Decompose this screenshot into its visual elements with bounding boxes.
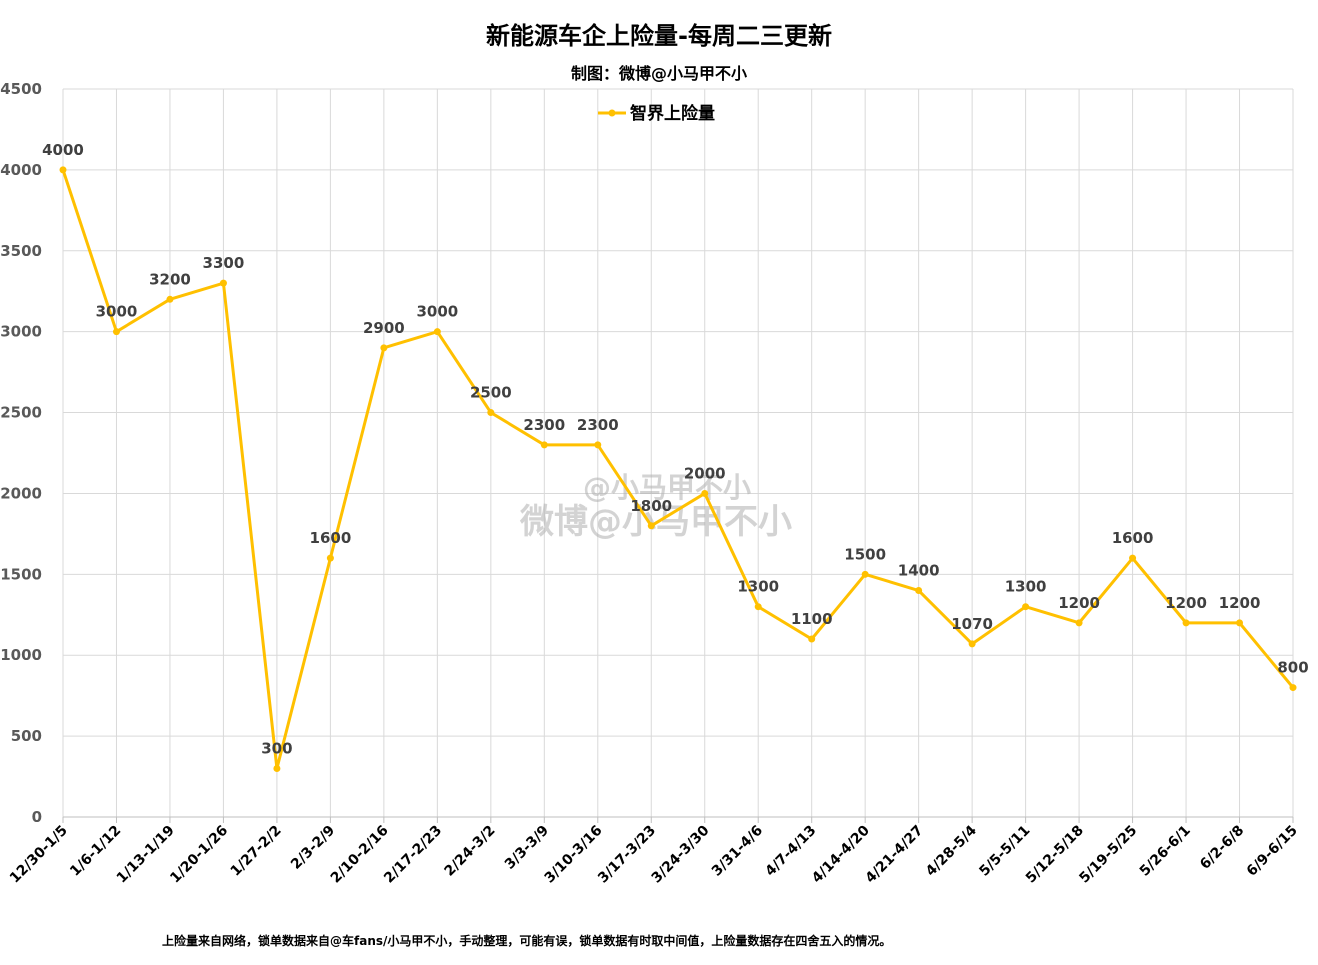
data-point [540,441,548,449]
chart-subtitle: 制图：微博@小马甲不小 [571,64,747,83]
x-tick-label: 2/24-3/2 [442,823,499,880]
grid [62,88,1294,823]
x-tick-label: 2/3-2/9 [288,823,338,873]
data-point [808,635,816,643]
data-label: 1200 [1058,594,1100,612]
data-point [433,328,441,336]
data-point [1129,554,1137,562]
x-tick-label: 4/21-4/27 [862,823,926,887]
data-label: 3000 [416,303,458,321]
data-point [59,166,67,174]
data-point [701,489,709,497]
y-tick-label: 3500 [0,242,42,260]
x-tick-label: 4/7-4/13 [762,823,819,880]
y-tick-label: 3000 [0,323,42,341]
data-point [487,409,495,417]
data-label: 300 [261,739,292,757]
y-axis: 0 500 1000 1500 2000 2500 3000 3500 4000 4500 [0,80,42,826]
data-label: 1600 [310,529,352,547]
y-tick-label: 2500 [0,404,42,422]
data-label: 2900 [363,319,405,337]
data-label: 1200 [1165,594,1207,612]
data-label: 2500 [470,384,512,402]
x-tick-label: 3/24-3/30 [649,822,713,886]
series-line [59,166,1297,772]
x-tick-label: 5/19-5/25 [1076,823,1140,887]
series-line-path [61,169,1295,770]
x-tick-label: 6/2-6/8 [1197,823,1247,873]
data-point [594,441,602,449]
data-point [915,587,923,595]
data-point [1182,619,1190,627]
x-tick-label: 1/27-2/2 [228,823,285,880]
data-label: 1500 [844,545,886,563]
data-point [1075,619,1083,627]
data-label: 1800 [630,497,672,515]
data-label: 3300 [203,254,245,272]
data-label: 1300 [737,578,779,596]
watermark: @小马甲不小 微博@小马甲不小 [519,471,792,542]
x-tick-label: 5/5-5/11 [976,823,1033,880]
data-point [1022,603,1030,611]
x-tick-label: 3/31-4/6 [709,823,766,880]
data-label: 1100 [791,610,833,628]
y-tick-label: 4000 [0,161,42,179]
data-point [861,570,869,578]
y-tick-label: 0 [32,808,42,826]
data-point [968,640,976,648]
x-tick-label: 12/30-1/5 [7,823,71,887]
data-point [380,344,388,352]
legend-marker [608,109,616,117]
data-label: 1600 [1112,529,1154,547]
footnote: 上险量来自网络，锁单数据来自@车fans/小马甲不小，手动整理，可能有误，锁单数… [162,933,891,948]
legend: 智界上险量 [598,103,715,124]
data-point [112,328,120,336]
x-tick-label: 1/6-1/12 [67,823,124,880]
y-tick-label: 1000 [0,646,42,664]
legend-label: 智界上险量 [630,103,715,124]
watermark-line-1: @小马甲不小 [583,471,751,504]
x-tick-label: 6/9-6/15 [1244,823,1301,880]
x-tick-label: 1/20-1/26 [167,823,231,887]
x-axis: 12/30-1/51/6-1/121/13-1/191/20-1/261/27-… [7,822,1301,886]
data-point [754,603,762,611]
y-tick-label: 500 [11,727,42,745]
data-label: 1200 [1219,594,1261,612]
data-label: 2300 [523,416,565,434]
data-point [1236,619,1244,627]
data-point [166,295,174,303]
y-tick-label: 4500 [0,80,42,98]
data-label: 1400 [898,562,940,580]
data-label: 4000 [42,141,84,159]
data-label: 800 [1277,659,1308,677]
data-point [219,279,227,287]
data-point [273,764,281,772]
data-point [647,522,655,530]
data-label: 1300 [1005,578,1047,596]
chart-title: 新能源车企上险量-每周二三更新 [486,22,832,50]
x-tick-label: 5/26-6/1 [1137,823,1194,880]
data-label: 3200 [149,270,191,288]
data-point [1289,684,1297,692]
x-tick-label: 3/3-3/9 [502,823,552,873]
data-label: 2300 [577,416,619,434]
data-label: 1070 [951,615,993,633]
x-tick-label: 2/17-2/23 [381,823,445,887]
data-label: 3000 [96,303,138,321]
data-label: 2000 [684,464,726,482]
y-tick-label: 1500 [0,565,42,583]
y-tick-label: 2000 [0,484,42,502]
data-point [326,554,334,562]
x-tick-label: 4/28-5/4 [923,822,980,879]
data-labels: 4000 3000 3200 3300 300 1600 2900 3000 2500 2300 2… [42,141,1309,758]
